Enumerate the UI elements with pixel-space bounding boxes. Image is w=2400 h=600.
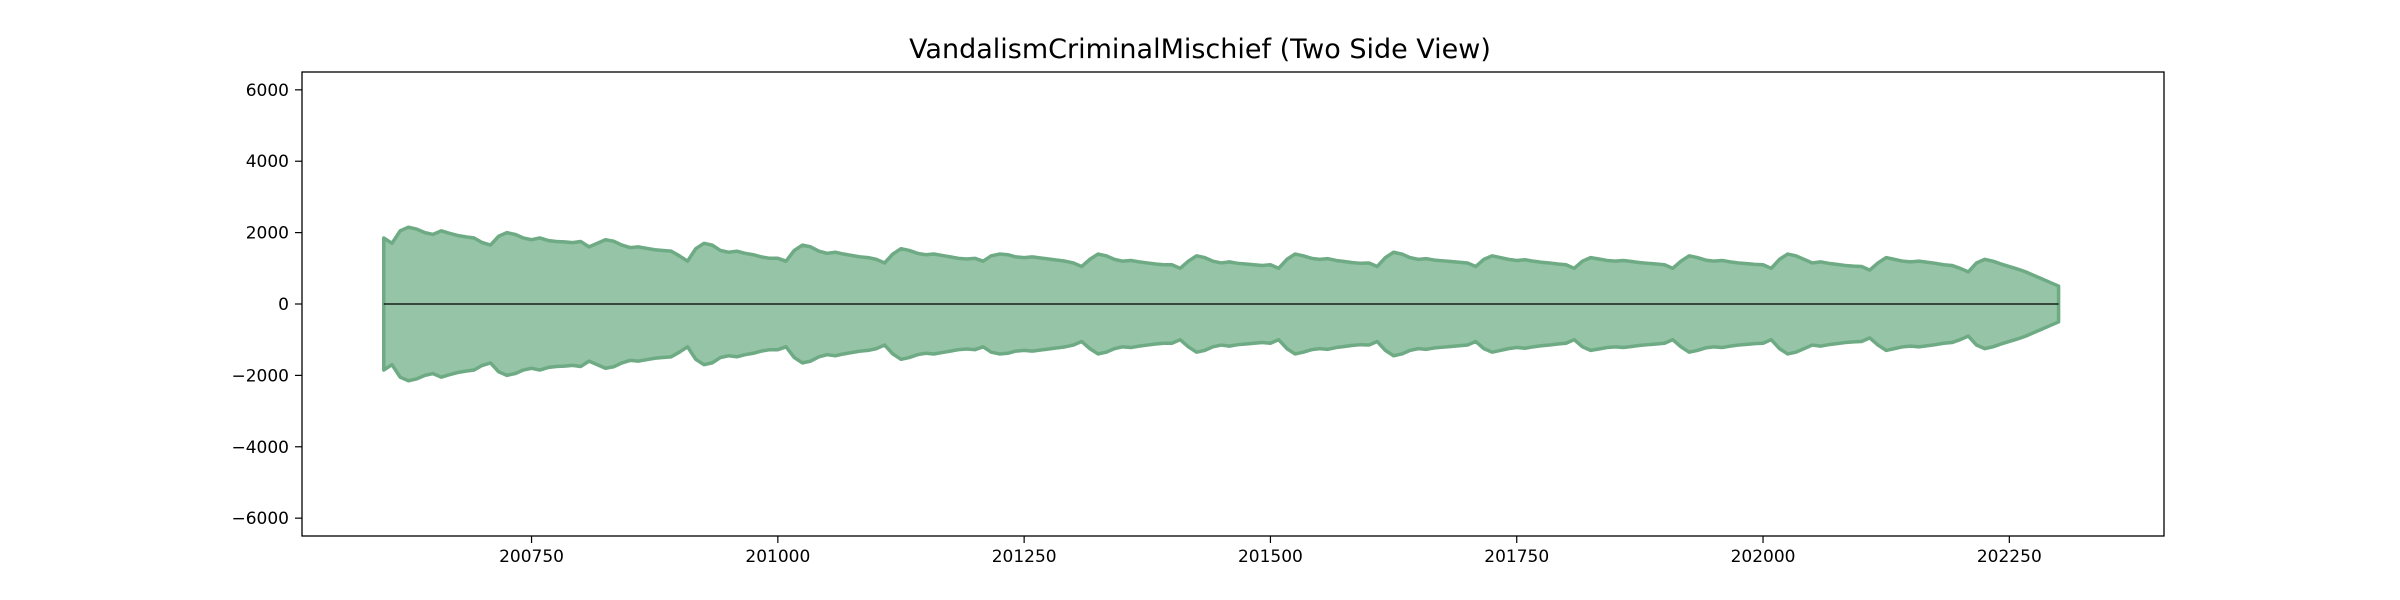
y-tick-label-3: 0 [278,295,289,315]
chart-title: VandalismCriminalMischief (Two Side View… [909,34,1491,65]
x-tick-label-2: 201250 [992,547,1057,567]
x-tick-label-1: 201000 [745,547,810,567]
chart-axes: 200750 201000 201250 201500 201750 202000 2022… [231,71,2165,567]
y-tick-label-0: −6000 [231,509,289,529]
x-tick-label-4: 201750 [1484,547,1549,567]
y-tick-label-2: −2000 [231,366,289,386]
x-tick-label-3: 201500 [1238,547,1303,567]
y-tick-label-6: 6000 [246,81,289,101]
y-tick-label-5: 4000 [246,152,289,172]
y-tick-label-1: −4000 [231,438,289,458]
chart-marks [382,225,2061,383]
x-tick-label-6: 202250 [1977,547,2042,567]
x-tick-label-5: 202000 [1731,547,1796,567]
x-tick-label-0: 200750 [499,547,564,567]
y-tick-label-4: 2000 [246,224,289,244]
